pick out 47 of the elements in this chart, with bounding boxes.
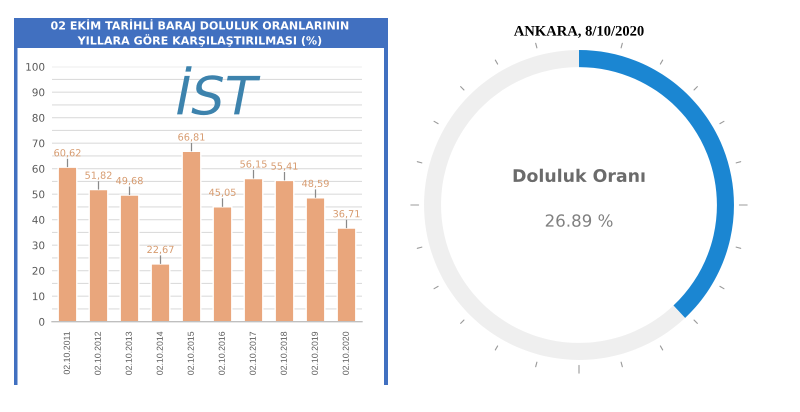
x-tick-label: 02.10.2019 [312, 332, 318, 375]
donut-slice [424, 50, 686, 360]
x-tick-label: 02.10.2013 [126, 332, 132, 375]
y-tick-label: 70 [32, 139, 44, 148]
y-tick-label: 0 [39, 318, 44, 326]
x-tick-label: 02.10.2011 [64, 332, 70, 374]
bar [58, 166, 78, 322]
x-tick-label: 02.10.2014 [156, 332, 163, 375]
data-label: 60,62 [54, 149, 80, 158]
data-label: 51,82 [85, 172, 112, 180]
bar [274, 180, 294, 322]
y-tick-label: 20 [32, 266, 44, 275]
text: 26.89 % [546, 214, 613, 227]
x-tick-label: 02.10.2017 [250, 332, 256, 375]
data-label: 45,05 [209, 188, 236, 197]
y-tick-label: 80 [32, 114, 44, 122]
bar [182, 150, 202, 322]
y-tick-label: 40 [32, 216, 44, 224]
bar [306, 197, 326, 322]
chart-title: ANKARA, 8/10/2020 [514, 26, 644, 38]
data-label: 36,71 [333, 210, 360, 218]
bar [88, 188, 108, 322]
x-tick-label: 02.10.2020 [342, 332, 349, 375]
bar [212, 206, 232, 322]
y-tick-label: 50 [32, 190, 44, 198]
data-label: 49,68 [116, 176, 143, 186]
y-tick-label: 100 [26, 62, 44, 71]
data-label: 55,41 [271, 162, 298, 171]
x-tick-label: 02.10.2016 [218, 332, 225, 375]
y-tick-label: 30 [32, 241, 44, 250]
y-tick-label: 10 [32, 292, 44, 300]
data-label: 48,59 [302, 180, 329, 188]
chart-title: 02 EKİM TARİHLİ BARAJ DOLULUK ORANLARININ YILLARA GÖRE KARŞILAŞTIRILMASI (%) [51, 19, 348, 47]
text: Doluluk Oranı [514, 168, 644, 182]
bar [336, 227, 356, 322]
annotation: İST [177, 66, 260, 116]
x-tick-label: 02.10.2018 [280, 332, 287, 375]
bar [150, 263, 170, 322]
x-tick-label: 02.10.2015 [188, 332, 194, 375]
y-tick-label: 60 [32, 164, 44, 173]
bar [120, 194, 140, 322]
y-tick-label: 90 [32, 88, 44, 96]
data-label: 22,67 [147, 246, 174, 254]
bar [244, 178, 264, 322]
x-tick-label: 02.10.2012 [94, 332, 101, 375]
data-label: 66,81 [178, 133, 205, 142]
data-label: 56,15 [240, 160, 267, 169]
